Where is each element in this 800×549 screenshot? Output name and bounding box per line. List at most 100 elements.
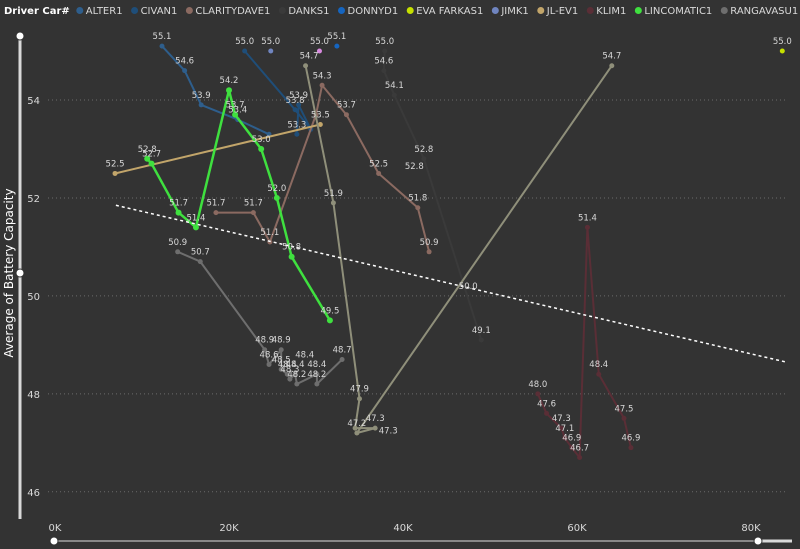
data-label: 48.3	[280, 365, 299, 375]
data-point	[148, 160, 155, 167]
legend-marker	[338, 7, 346, 14]
legend-item: CIVAN1	[131, 6, 177, 17]
data-label: 53.3	[287, 120, 306, 130]
data-label: 48.2	[287, 370, 306, 380]
data-label: 47.5	[615, 404, 634, 414]
data-point	[381, 68, 387, 74]
y-tick-label: 52	[27, 194, 40, 205]
data-label: 46.9	[621, 434, 640, 444]
data-point	[284, 371, 290, 377]
data-point	[577, 454, 583, 460]
legend-title: Driver Car#	[4, 6, 70, 17]
data-point	[292, 107, 298, 113]
y-slider-top-handle[interactable]	[15, 31, 25, 41]
legend-marker	[720, 7, 728, 14]
legend-label: RANGAVASU1	[730, 6, 798, 17]
legend-label: ALTER1	[86, 6, 123, 17]
data-point	[535, 391, 541, 397]
legend-marker	[406, 7, 414, 14]
data-point	[278, 347, 284, 353]
legend-label: LINCOMATIC1	[644, 6, 712, 17]
data-label: 48.6	[260, 350, 279, 360]
x-zoom-slider[interactable]	[49, 536, 792, 546]
data-point	[628, 445, 634, 451]
data-point	[382, 48, 388, 54]
data-point	[326, 317, 333, 324]
data-label: 46.9	[562, 434, 581, 444]
legend-marker	[76, 7, 84, 14]
series-vinces1	[303, 63, 615, 436]
data-label: 46.7	[570, 443, 589, 453]
data-label: 48.7	[333, 346, 352, 356]
data-point	[303, 63, 309, 69]
data-point	[314, 371, 320, 377]
data-label: 51.9	[324, 189, 343, 199]
y-tick-label: 48	[27, 390, 40, 401]
x-slider-right-handle[interactable]	[753, 536, 763, 546]
data-label: 49.5	[320, 306, 339, 316]
data-point	[330, 200, 336, 206]
data-label: 53.0	[252, 135, 271, 145]
data-label: 48.4	[295, 350, 314, 360]
data-label: 52.8	[414, 145, 433, 155]
x-tick-label: 0K	[49, 523, 62, 534]
data-label: 50.0	[459, 282, 478, 292]
data-label: 53.5	[311, 110, 330, 120]
y-tick-label: 46	[27, 488, 40, 499]
legend: Driver Car# ALTER1 CIVAN1 CLARITYDAVE1 DANKS…	[4, 6, 798, 17]
data-point	[596, 371, 602, 377]
data-point	[558, 425, 564, 431]
data-point	[372, 425, 378, 431]
x-slider-left-handle[interactable]	[49, 536, 59, 546]
data-label: 51.1	[260, 228, 279, 238]
data-point	[339, 357, 345, 363]
legend-marker	[491, 7, 499, 14]
data-label: 47.6	[537, 399, 556, 409]
data-point	[314, 381, 320, 387]
series-claritydave1	[213, 82, 432, 255]
x-tick-label: 80K	[741, 523, 761, 534]
data-label: 48.9	[255, 336, 274, 346]
data-point	[319, 82, 325, 88]
series-donnyd1	[334, 43, 340, 49]
legend-label: CLARITYDAVE1	[195, 6, 270, 17]
data-label: 52.8	[405, 162, 424, 172]
data-label: 47.9	[350, 385, 369, 395]
legend-marker	[586, 7, 594, 14]
data-point	[226, 87, 232, 94]
legend-label: EVA FARKAS1	[416, 6, 483, 17]
y-axis-ticks: 46 48 50 52 54	[27, 96, 40, 499]
data-point	[584, 224, 590, 230]
data-label: 54.1	[385, 81, 404, 91]
data-point	[258, 145, 265, 152]
legend-item: DANKS1	[278, 6, 330, 17]
data-label: 55.0	[375, 37, 394, 47]
series-rangavasu1	[175, 249, 345, 387]
legend-item: JL-EV1	[537, 6, 578, 17]
y-slider-mid-handle[interactable]	[15, 268, 25, 278]
legend-item: CLARITYDAVE1	[185, 6, 270, 17]
data-point	[354, 430, 360, 436]
data-point	[262, 347, 268, 353]
legend-label: DONNYD1	[348, 6, 399, 17]
data-point	[144, 155, 151, 162]
data-point	[296, 102, 302, 108]
legend-marker	[185, 7, 193, 14]
y-zoom-slider[interactable]	[15, 31, 25, 519]
data-label: 55.0	[310, 37, 329, 47]
data-label: 47.3	[366, 414, 385, 424]
data-label: 52.5	[106, 159, 125, 169]
x-tick-label: 40K	[393, 523, 413, 534]
data-point	[112, 170, 118, 176]
legend-marker	[278, 7, 286, 14]
data-point	[426, 249, 432, 255]
y-axis-label: Average of Battery Capacity	[2, 188, 16, 357]
data-label: 51.7	[169, 199, 188, 209]
trend-line	[115, 204, 786, 363]
legend-item: RANGAVASU1	[720, 6, 798, 17]
data-point	[294, 131, 300, 137]
data-label: 48.9	[272, 336, 291, 346]
data-point	[317, 121, 323, 127]
data-point	[376, 170, 382, 176]
data-point	[159, 43, 165, 49]
